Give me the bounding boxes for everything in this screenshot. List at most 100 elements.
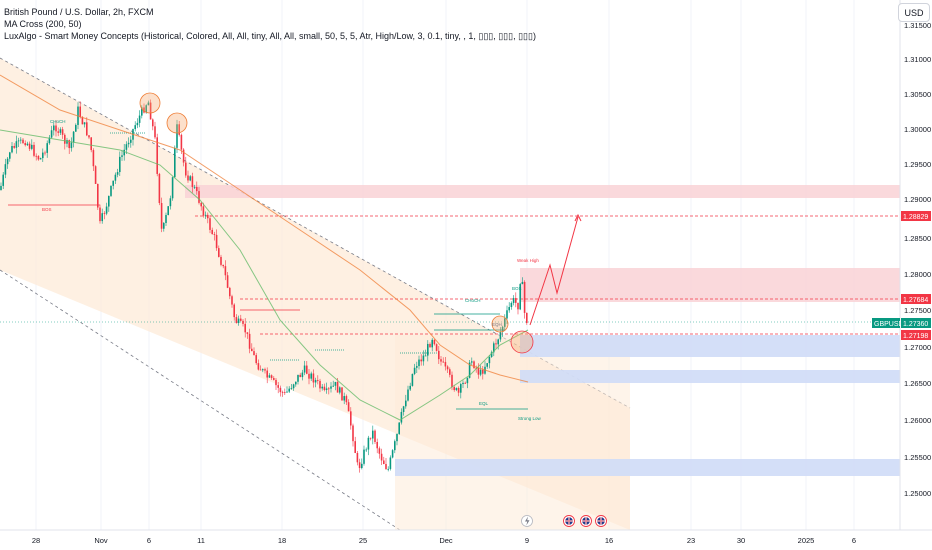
highlight-circle-retest-2[interactable]: [510, 330, 534, 354]
uk-flag-event-icon[interactable]: [563, 515, 575, 527]
price-tag-text: 1.27684: [903, 297, 928, 304]
x-tick: 18: [278, 536, 286, 545]
candle-body: [358, 462, 361, 469]
currency-button[interactable]: USD: [898, 3, 930, 22]
candle-body: [130, 139, 132, 143]
candle-body: [424, 355, 427, 357]
candle-body: [449, 369, 451, 375]
candle-body: [277, 385, 279, 388]
candle-body: [336, 381, 339, 393]
candle-body: [367, 437, 370, 450]
candle-body: [279, 387, 282, 393]
candle-body: [517, 302, 519, 310]
candle-body: [193, 186, 196, 188]
candle-body: [284, 392, 286, 394]
candle-body: [257, 363, 260, 370]
candle-body: [308, 373, 310, 379]
x-tick: 28: [32, 536, 40, 545]
ma-50-line[interactable]: [0, 129, 529, 421]
candle-body: [176, 124, 178, 148]
candle-body: [389, 457, 392, 469]
candle-body: [310, 373, 312, 379]
candle-body: [510, 302, 513, 308]
ma-200-line[interactable]: [0, 74, 529, 383]
highlight-circle-swing-high-1[interactable]: [139, 92, 161, 114]
candle-body: [209, 218, 211, 230]
candle-body: [22, 139, 24, 144]
candle-body: [94, 166, 97, 184]
candle-body: [253, 351, 255, 356]
y-tick: 1.31500: [904, 21, 931, 30]
candle-body: [185, 162, 187, 176]
candle-body: [352, 425, 354, 442]
candle-body: [198, 191, 200, 203]
symbol-tag-gbpusd[interactable]: GBPUSD: [872, 318, 904, 328]
time-axis-ticks[interactable]: 28 Nov 6 11 18 25 Dec 9 16 23 30 2025 6: [32, 536, 856, 545]
candle-body: [97, 183, 99, 208]
indicator-luxalgo-smc[interactable]: LuxAlgo - Smart Money Concepts (Historic…: [4, 31, 536, 41]
projected-path[interactable]: [529, 216, 579, 326]
symbol-title[interactable]: British Pound / U.S. Dollar, 2h, FXCM: [4, 7, 154, 17]
price-tag-127360[interactable]: 1.27360: [901, 318, 931, 328]
candle-body: [50, 130, 53, 138]
x-tick: 9: [525, 536, 529, 545]
channel-lower-line[interactable]: [0, 269, 401, 531]
candle-body: [218, 248, 220, 257]
candle-body: [13, 146, 15, 148]
candle-body: [48, 137, 51, 144]
candle-body: [174, 147, 176, 178]
candle-body: [286, 391, 288, 393]
candle-body: [55, 125, 57, 132]
candle-body: [171, 177, 174, 199]
candle-body: [145, 105, 147, 113]
candle-body: [0, 185, 2, 190]
candle-body: [431, 339, 433, 348]
candle-body: [378, 448, 381, 454]
candle-body: [455, 388, 458, 391]
uk-flag-event-icon[interactable]: [580, 515, 592, 527]
candle-body: [229, 287, 231, 297]
candle-body: [361, 463, 363, 469]
candle-body: [477, 367, 480, 375]
candle-body: [226, 275, 229, 288]
uk-flag-event-icon[interactable]: [595, 515, 607, 527]
candle-body: [405, 400, 407, 407]
candle-body: [116, 172, 119, 175]
candle-body: [42, 152, 44, 159]
projected-path-arrow: [574, 213, 582, 222]
price-axis[interactable]: [900, 0, 932, 530]
price-tag-127684[interactable]: 1.27684: [901, 294, 931, 304]
indicator-ma-cross[interactable]: MA Cross (200, 50): [4, 19, 82, 29]
candle-body: [270, 375, 273, 379]
candle-body: [409, 385, 411, 390]
price-tag-128829[interactable]: 1.28829: [901, 211, 931, 221]
candle-body: [15, 141, 18, 148]
candle-body: [220, 256, 222, 265]
candle-body: [46, 143, 48, 153]
candle-body: [211, 229, 213, 235]
candle-body: [125, 144, 128, 150]
candle-body: [501, 326, 504, 332]
candle-body: [237, 318, 240, 324]
candle-body: [259, 369, 262, 371]
candle-body: [103, 213, 106, 215]
highlight-circle-swing-high-2[interactable]: [166, 112, 188, 134]
candle-body: [17, 140, 20, 142]
candle-body: [44, 152, 46, 154]
x-tick: Dec: [439, 536, 453, 545]
candle-body: [473, 361, 475, 368]
candle-body: [233, 304, 235, 318]
candle-body: [413, 367, 416, 374]
candle-body: [521, 281, 524, 285]
highlight-circle-retest-1[interactable]: [491, 315, 509, 333]
price-tag-127198[interactable]: 1.27198: [901, 330, 931, 340]
candle-body: [90, 137, 92, 151]
candle-body: [526, 312, 528, 323]
lightning-event-icon[interactable]: [521, 515, 533, 527]
candle-body: [299, 374, 301, 378]
candle-body: [471, 361, 473, 363]
candle-body: [306, 365, 308, 374]
y-tick: 1.29500: [904, 160, 931, 169]
candle-body: [72, 131, 75, 143]
